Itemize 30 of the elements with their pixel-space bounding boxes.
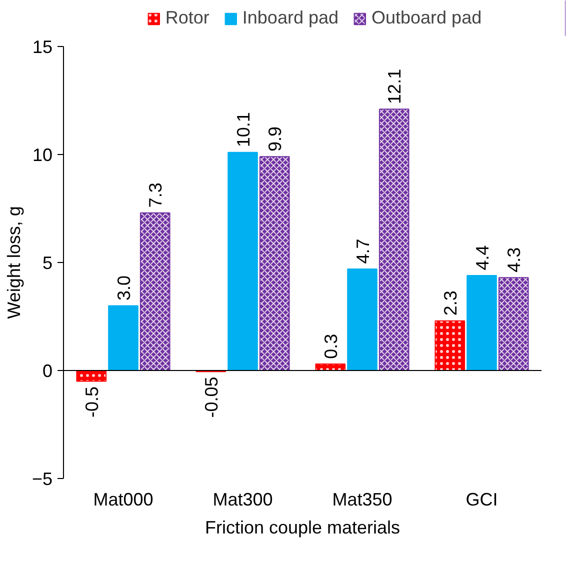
data-label: 0.3 — [320, 334, 341, 359]
data-label: 3.0 — [114, 275, 134, 301]
legend-label: Outboard pad — [372, 8, 482, 28]
y-tick-label: 10 — [32, 145, 53, 165]
y-tick-label: 15 — [32, 37, 53, 57]
x-tick-label: Mat300 — [212, 490, 273, 510]
bar — [228, 152, 258, 371]
data-label: 2.3 — [440, 290, 460, 316]
y-axis-title: Weight loss, g — [4, 206, 24, 319]
data-label: -0.5 — [82, 386, 102, 418]
y-tick-label: −5 — [32, 469, 53, 489]
legend-label: Inboard pad — [242, 8, 339, 28]
legend-label: Rotor — [165, 8, 210, 28]
x-tick-label: GCI — [466, 490, 498, 510]
bar — [347, 268, 378, 371]
data-label: 4.4 — [472, 245, 492, 270]
data-label: -0.05 — [201, 376, 222, 418]
x-tick-label: Mat350 — [332, 490, 392, 510]
y-tick-label: 5 — [42, 253, 53, 273]
data-label: 4.3 — [504, 247, 524, 272]
data-label: 9.9 — [265, 126, 286, 152]
bar — [466, 274, 497, 371]
y-tick-label: 0 — [42, 361, 53, 381]
data-label: 7.3 — [146, 182, 166, 208]
data-label: 12.1 — [384, 68, 405, 104]
data-label: 4.7 — [352, 238, 373, 264]
x-tick-label: Mat000 — [93, 490, 154, 510]
data-label: 10.1 — [233, 112, 254, 148]
bar — [108, 305, 138, 371]
x-axis-title: Friction couple materials — [204, 518, 400, 538]
